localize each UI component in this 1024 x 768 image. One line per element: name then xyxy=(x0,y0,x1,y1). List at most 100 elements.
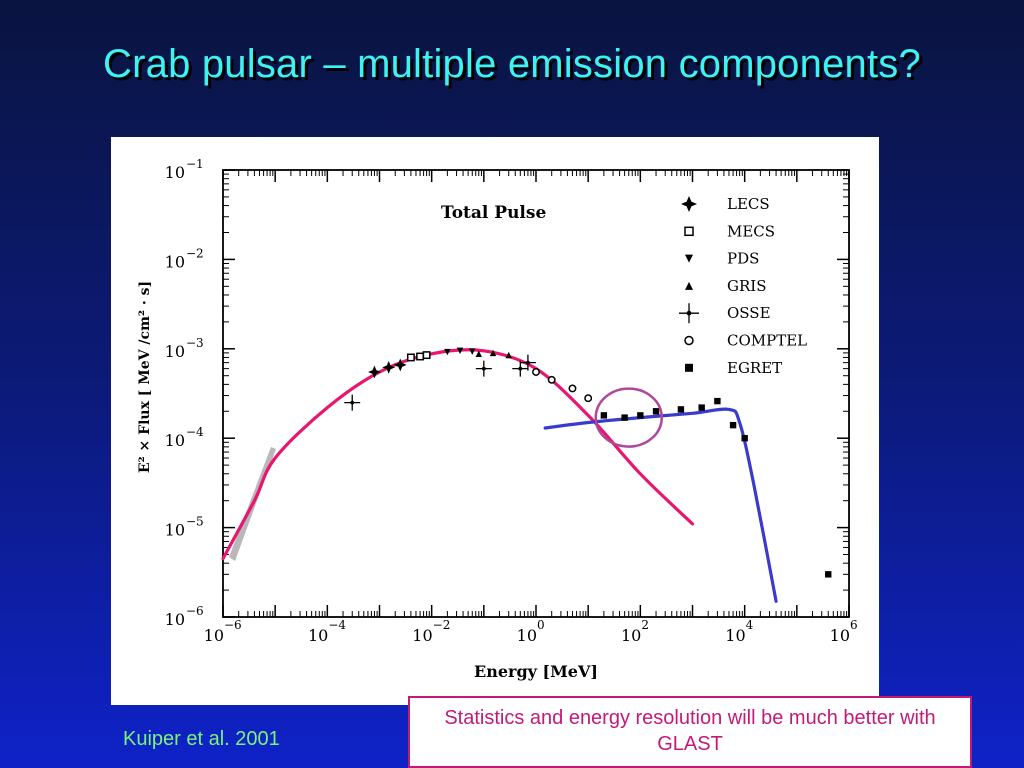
egret-data-point xyxy=(600,412,608,419)
y-tick-label: 10 −2 xyxy=(165,246,204,271)
lecs-marker-shape xyxy=(681,196,697,212)
y-tick-base: 10 xyxy=(165,252,185,271)
y-tick-exp: −6 xyxy=(186,604,204,618)
legend-entry-gris: GRIS xyxy=(685,277,766,295)
x-tick-exp: −6 xyxy=(224,618,242,632)
egret-marker-shape xyxy=(652,408,660,415)
x-axis-label: Energy [MeV] xyxy=(474,662,598,681)
osse-marker-dot xyxy=(525,360,530,365)
egret-marker-shape xyxy=(637,412,644,419)
mecs-data-point xyxy=(422,351,431,360)
x-tick-label: 100 xyxy=(517,618,545,645)
legend-label: OSSE xyxy=(727,304,771,322)
egret-data-point xyxy=(677,406,685,413)
y-tick-exp: −4 xyxy=(186,425,204,439)
legend-label: GRIS xyxy=(727,277,766,295)
mecs-data-point xyxy=(406,353,415,362)
y-tick-base: 10 xyxy=(165,163,185,182)
y-tick-exp: −5 xyxy=(186,515,204,529)
x-tick-label: 102 xyxy=(621,618,649,645)
egret-data-point xyxy=(652,408,660,415)
y-tick-base: 10 xyxy=(165,521,185,540)
gris-marker-shape xyxy=(489,349,497,357)
y-axis-label: E² × Flux [ MeV /cm² · s] xyxy=(137,281,153,473)
egret-marker-shape xyxy=(698,404,705,411)
egret-marker-shape xyxy=(600,412,608,419)
osse-marker-dot xyxy=(350,400,355,405)
model-curves xyxy=(221,348,778,603)
legend-entry-egret: EGRET xyxy=(685,359,782,377)
osse-marker-dot xyxy=(686,310,692,316)
lecs-marker-shape xyxy=(393,358,407,372)
mecs-marker-shape xyxy=(684,226,694,237)
mecs-marker-shape xyxy=(416,352,425,361)
legend-marker-pds xyxy=(685,254,693,263)
osse-marker-dot xyxy=(481,366,486,371)
legend-entry-mecs: MECS xyxy=(684,222,775,240)
legend-entry-osse: OSSE xyxy=(679,303,771,324)
gris-marker-shape xyxy=(685,281,693,290)
x-tick-base: 10 xyxy=(308,626,328,645)
osse-marker-dot xyxy=(518,366,523,371)
y-tick-label: 10 −4 xyxy=(165,425,204,450)
egret-marker-shape xyxy=(741,435,748,442)
lecs-data-point xyxy=(393,358,407,372)
mecs-data-point xyxy=(416,352,425,361)
pds-marker-shape xyxy=(456,347,464,354)
x-tick-exp: −4 xyxy=(328,618,346,632)
x-tick-base: 10 xyxy=(412,626,432,645)
legend-entry-lecs: LECS xyxy=(681,195,770,213)
blue-model-curve xyxy=(543,407,778,603)
x-tick-label: 10−6 xyxy=(204,618,242,645)
y-tick-label: 10 −6 xyxy=(165,604,204,629)
osse-data-point xyxy=(512,360,529,377)
slide-title: Crab pulsar – multiple emission componen… xyxy=(103,42,921,86)
y-tick-labels: 10−610−510−410−310−210−1 xyxy=(165,157,204,629)
legend-marker-osse xyxy=(679,303,699,324)
egret-marker-shape xyxy=(729,421,737,429)
lecs-data-point xyxy=(368,365,381,379)
figure-panel: 10 −6 10 −4 10 −2 10 0 10 2 10 4 10 6 10 −6 10 −5 10 −4 10−… xyxy=(111,137,879,705)
legend-entry-comptel: COMPTEL xyxy=(684,332,807,350)
lecs-marker-shape xyxy=(368,365,381,379)
comptel-marker-shape xyxy=(684,335,694,346)
x-tick-base: 10 xyxy=(725,626,745,645)
legend-label: MECS xyxy=(727,222,775,240)
x-tick-exp: −2 xyxy=(433,618,451,632)
legend-label: EGRET xyxy=(727,359,782,377)
y-tick-exp: −2 xyxy=(186,246,204,260)
osse-data-point xyxy=(344,394,361,411)
pds-marker-shape xyxy=(444,348,451,356)
pink-model-curve xyxy=(221,348,695,561)
y-tick-label: 10 −1 xyxy=(165,157,204,182)
x-tick-label: 10−4 xyxy=(308,618,346,645)
y-tick-base: 10 xyxy=(165,431,185,450)
x-tick-exp: 4 xyxy=(746,618,754,632)
lecs-marker-shape xyxy=(382,360,396,374)
egret-data-point xyxy=(621,414,628,421)
egret-marker-shape xyxy=(825,571,832,578)
x-tick-exp: 6 xyxy=(850,618,858,632)
x-tick-label: 106 xyxy=(830,618,858,645)
egret-marker-shape xyxy=(685,363,693,372)
lecs-data-point xyxy=(382,360,396,374)
mecs-marker-shape xyxy=(406,353,415,362)
legend-marker-lecs xyxy=(681,196,697,212)
x-tick-label: 10−2 xyxy=(412,618,450,645)
minor-ticks xyxy=(223,170,849,617)
egret-data-point xyxy=(714,397,721,405)
y-tick-base: 10 xyxy=(165,610,185,629)
x-tick-exp: 2 xyxy=(641,618,649,632)
pds-data-point xyxy=(469,348,476,355)
pds-data-point xyxy=(456,347,464,354)
comptel-data-point xyxy=(568,384,577,393)
legend-marker-gris xyxy=(685,281,693,290)
comptel-marker-shape xyxy=(547,375,556,384)
gris-data-point xyxy=(489,349,497,357)
comptel-marker-shape xyxy=(584,394,593,403)
egret-marker-shape xyxy=(677,406,685,413)
y-tick-exp: −3 xyxy=(186,336,204,350)
x-tick-label: 104 xyxy=(725,618,753,645)
x-tick-base: 10 xyxy=(621,626,641,645)
